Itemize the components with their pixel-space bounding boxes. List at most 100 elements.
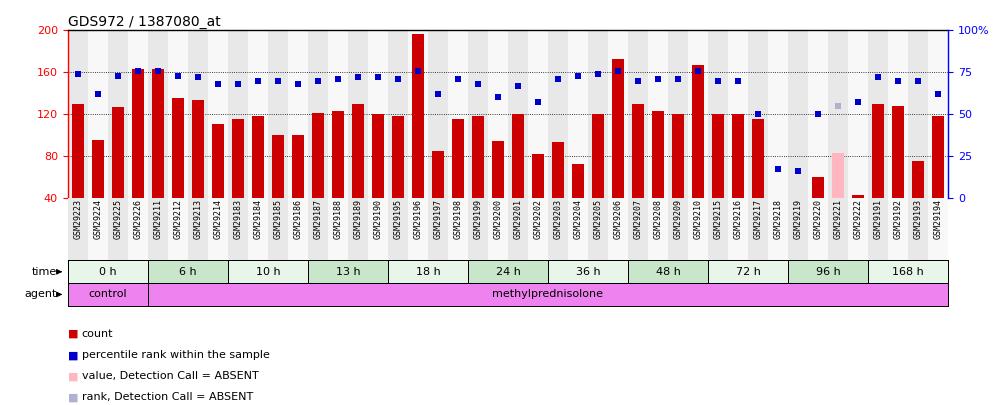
Bar <box>468 260 548 283</box>
Bar <box>788 30 808 198</box>
Text: GSM29195: GSM29195 <box>393 199 402 239</box>
Point <box>310 77 326 84</box>
Text: GSM29194: GSM29194 <box>933 199 942 239</box>
Text: GSM29199: GSM29199 <box>473 199 482 239</box>
Point <box>530 99 546 106</box>
Bar <box>692 65 704 198</box>
Text: agent: agent <box>25 290 57 299</box>
Text: GSM29197: GSM29197 <box>433 199 442 239</box>
Bar <box>768 30 788 198</box>
Bar <box>548 198 568 260</box>
Text: ■: ■ <box>68 392 79 402</box>
Bar <box>652 111 664 198</box>
Text: ■: ■ <box>68 371 79 381</box>
Point <box>390 76 406 82</box>
Bar <box>512 114 524 198</box>
Text: time: time <box>32 267 57 277</box>
Bar <box>808 198 828 260</box>
Text: GSM29223: GSM29223 <box>74 199 83 239</box>
Bar <box>608 198 628 260</box>
Bar <box>888 198 908 260</box>
Point <box>169 72 185 79</box>
Bar <box>472 116 484 198</box>
Point <box>210 81 226 87</box>
Point <box>250 77 266 84</box>
Bar <box>712 114 724 198</box>
Bar <box>151 69 163 198</box>
Bar <box>548 30 568 198</box>
Bar <box>308 30 328 198</box>
Text: 13 h: 13 h <box>336 267 361 277</box>
Bar <box>428 30 448 198</box>
Bar <box>608 30 628 198</box>
Bar <box>387 260 468 283</box>
Bar <box>68 30 88 198</box>
Bar <box>147 260 228 283</box>
Point <box>490 94 506 100</box>
Bar <box>188 30 208 198</box>
Bar <box>792 198 804 224</box>
Bar <box>568 198 588 260</box>
Bar <box>312 113 324 198</box>
Bar <box>188 198 208 260</box>
Bar <box>832 153 845 198</box>
Point <box>90 91 106 97</box>
Point <box>129 67 145 74</box>
Bar <box>928 198 948 260</box>
Bar <box>708 198 728 260</box>
Text: GSM29218: GSM29218 <box>774 199 783 239</box>
Point <box>410 67 426 74</box>
Bar <box>748 198 768 260</box>
Text: count: count <box>82 329 114 339</box>
Bar <box>268 198 288 260</box>
Text: GSM29184: GSM29184 <box>253 199 262 239</box>
Bar <box>672 114 684 198</box>
Bar <box>912 161 924 198</box>
Text: 24 h: 24 h <box>496 267 520 277</box>
Point <box>650 76 666 82</box>
Bar <box>492 141 504 198</box>
Text: GSM29190: GSM29190 <box>374 199 382 239</box>
Point <box>930 91 946 97</box>
Text: GSM29204: GSM29204 <box>574 199 583 239</box>
Bar <box>252 116 264 198</box>
Text: 96 h: 96 h <box>816 267 841 277</box>
Bar <box>192 100 204 198</box>
Bar <box>288 198 308 260</box>
Bar <box>368 198 387 260</box>
Bar <box>248 198 268 260</box>
Bar <box>668 30 688 198</box>
Point <box>590 70 606 77</box>
Text: ■: ■ <box>68 350 79 360</box>
Text: 10 h: 10 h <box>256 267 280 277</box>
Text: GSM29217: GSM29217 <box>754 199 763 239</box>
Bar <box>708 30 728 198</box>
Bar <box>628 260 708 283</box>
Bar <box>147 198 167 260</box>
Text: GSM29226: GSM29226 <box>133 199 142 239</box>
Bar <box>352 104 364 198</box>
Text: GSM29186: GSM29186 <box>294 199 303 239</box>
Bar <box>588 198 608 260</box>
Bar <box>212 124 224 198</box>
Bar <box>688 30 708 198</box>
Point <box>710 77 726 84</box>
Text: 48 h: 48 h <box>655 267 680 277</box>
Text: GSM29193: GSM29193 <box>913 199 922 239</box>
Point <box>70 70 86 77</box>
Bar <box>127 30 147 198</box>
Bar <box>869 260 948 283</box>
Bar <box>588 30 608 198</box>
Point <box>510 82 526 89</box>
Bar <box>628 198 648 260</box>
Point <box>730 77 746 84</box>
Text: 72 h: 72 h <box>736 267 761 277</box>
Bar <box>853 194 865 198</box>
Text: GSM29222: GSM29222 <box>854 199 863 239</box>
Text: GSM29200: GSM29200 <box>493 199 502 239</box>
Bar <box>548 260 628 283</box>
Bar <box>408 30 428 198</box>
Point <box>370 74 385 81</box>
Bar <box>788 198 808 260</box>
Point <box>690 67 706 74</box>
